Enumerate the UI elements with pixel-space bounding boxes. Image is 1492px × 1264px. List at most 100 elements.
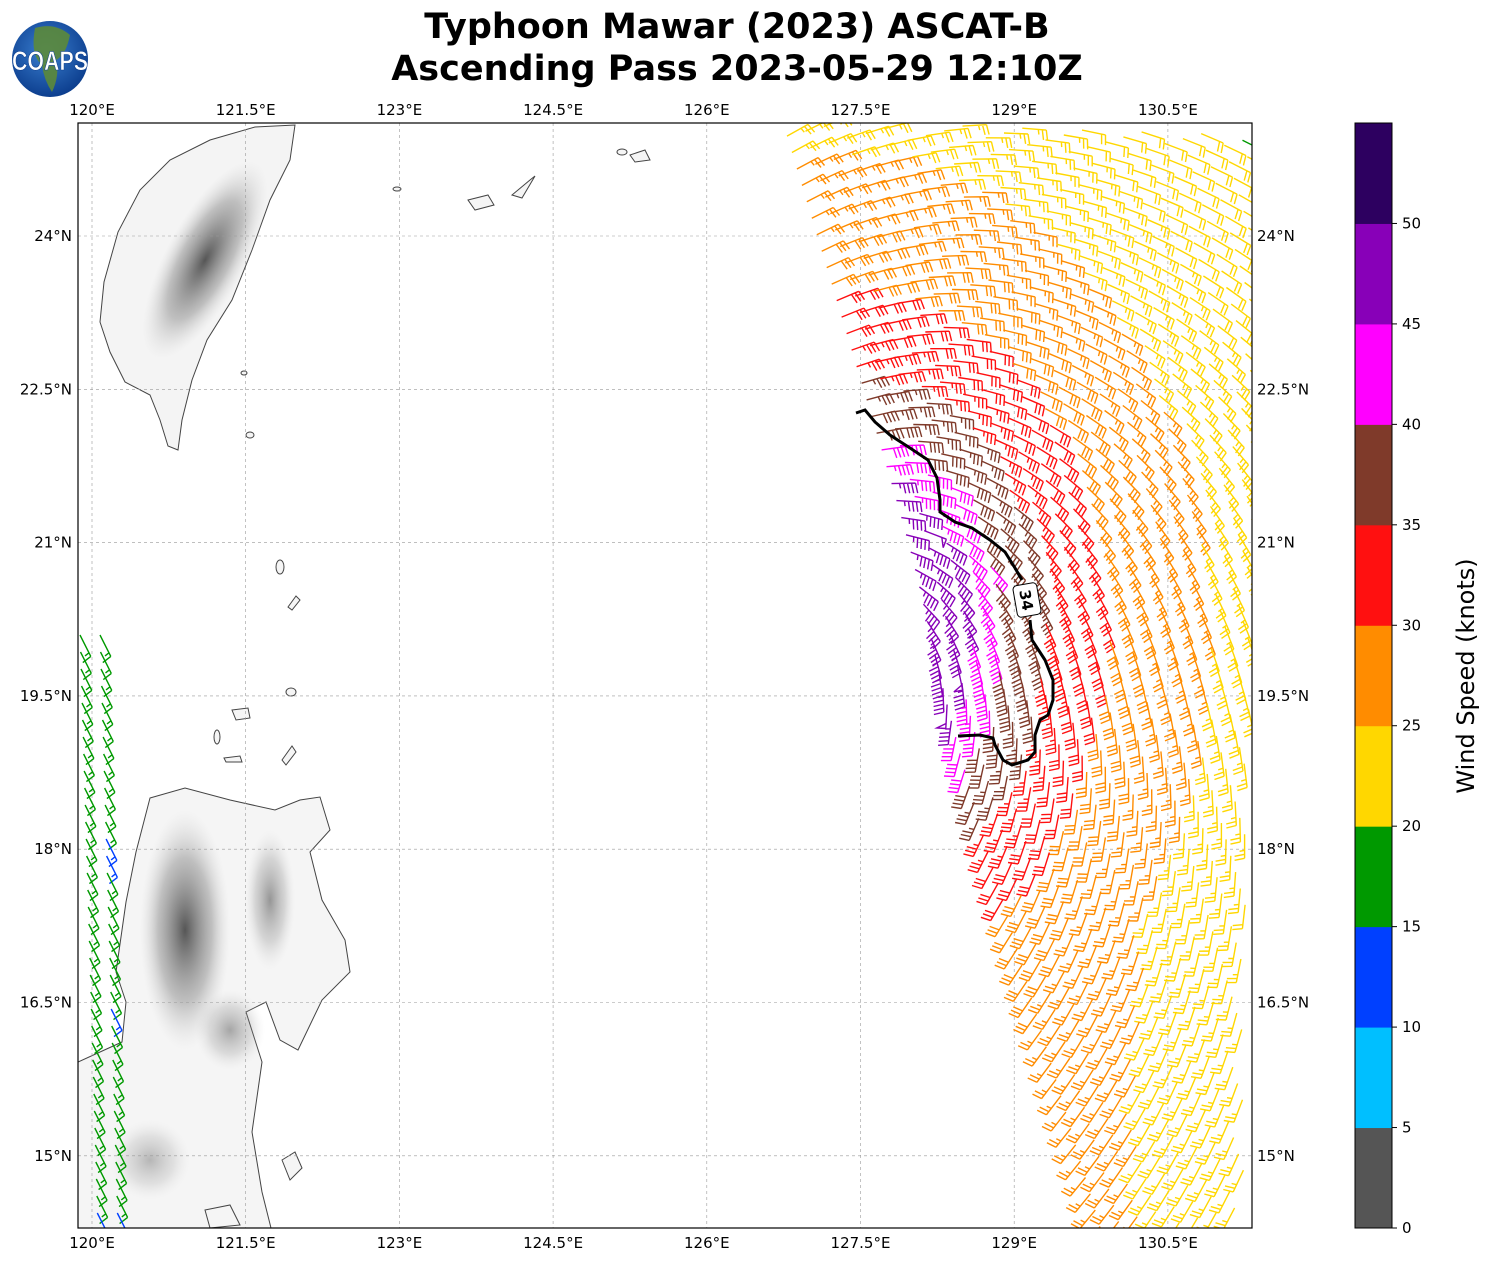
wind-barb bbox=[1141, 702, 1153, 731]
wind-barb bbox=[1243, 709, 1252, 738]
wind-barb bbox=[910, 278, 939, 291]
wind-barb bbox=[79, 651, 92, 681]
wind-barb bbox=[1185, 882, 1200, 908]
colorbar-tick-label: 40 bbox=[1402, 415, 1421, 433]
wind-barb bbox=[830, 203, 859, 215]
wind-barb bbox=[1112, 371, 1135, 396]
wind-barb bbox=[1095, 679, 1108, 708]
wind-barb bbox=[1186, 423, 1205, 450]
wind-barb bbox=[1164, 142, 1188, 163]
wind-barb bbox=[1139, 328, 1162, 352]
wind-barb bbox=[1097, 250, 1121, 270]
wind-barb bbox=[1195, 456, 1213, 484]
wind-barb bbox=[1223, 484, 1240, 512]
wind-barb bbox=[1066, 1052, 1089, 1075]
wind-barb bbox=[1204, 631, 1216, 661]
wind-barb bbox=[1067, 348, 1090, 370]
wind-barb bbox=[985, 405, 1010, 424]
wind-barb bbox=[956, 699, 968, 727]
wind-barb bbox=[1117, 602, 1131, 632]
wind-barb bbox=[1201, 204, 1225, 226]
wind-barb bbox=[1201, 544, 1215, 573]
wind-barb bbox=[1169, 159, 1193, 180]
wind-barb bbox=[1070, 1069, 1094, 1091]
wind-barb bbox=[1031, 429, 1054, 452]
map-area: 34 bbox=[78, 123, 1252, 1228]
wind-barb bbox=[95, 1161, 108, 1191]
wind-barb bbox=[1108, 426, 1129, 452]
wind-barb bbox=[1145, 805, 1158, 833]
wind-barb bbox=[1159, 941, 1177, 966]
wind-barb bbox=[1080, 1101, 1104, 1123]
wind-barb bbox=[1152, 1065, 1174, 1089]
wind-barb bbox=[1047, 987, 1070, 1010]
wind-barb bbox=[972, 158, 1000, 169]
wind-barb bbox=[1080, 326, 1104, 348]
wind-barb bbox=[1052, 298, 1077, 317]
wind-barb bbox=[1102, 266, 1126, 287]
axis-ticks: 120°E 120°E 121.5°E 121.5°E 123°E 123°E 124.5°… bbox=[20, 101, 1309, 1252]
coaps-logo: COAPS bbox=[12, 21, 88, 97]
colorbar-segment bbox=[1355, 625, 1392, 727]
wind-barb bbox=[1014, 943, 1037, 966]
wind-barb bbox=[1016, 873, 1037, 897]
wind-barb bbox=[894, 426, 923, 438]
wind-barb bbox=[1078, 184, 1103, 201]
wind-barb bbox=[1108, 1199, 1133, 1221]
wind-barb bbox=[1125, 723, 1138, 752]
wind-barb bbox=[1045, 139, 1071, 154]
wind-barb bbox=[1086, 486, 1105, 513]
wind-barb bbox=[1176, 389, 1197, 416]
wind-barb bbox=[1196, 598, 1209, 628]
wind-barb bbox=[1067, 419, 1090, 444]
wind-barb bbox=[1073, 167, 1098, 184]
wind-barb bbox=[899, 444, 927, 456]
wind-barb bbox=[875, 159, 905, 171]
wind-barb bbox=[1004, 472, 1027, 496]
wind-barb bbox=[1050, 155, 1076, 171]
wind-barb bbox=[1205, 149, 1229, 171]
wind-barb bbox=[1085, 1047, 1108, 1070]
wind-barb bbox=[1036, 868, 1055, 893]
wind-barb bbox=[1059, 530, 1077, 558]
wind-barb bbox=[1051, 847, 1069, 872]
wind-barb bbox=[101, 702, 114, 732]
wind-barb bbox=[1135, 930, 1154, 955]
wind-barb bbox=[1199, 1158, 1221, 1182]
wind-barb bbox=[1226, 958, 1242, 984]
wind-barb bbox=[1006, 274, 1032, 290]
wind-barb bbox=[92, 1059, 105, 1089]
wind-barb bbox=[896, 298, 925, 311]
wind-barb bbox=[1079, 874, 1097, 899]
wind-barb bbox=[933, 292, 961, 304]
wind-barb bbox=[1224, 714, 1236, 743]
wind-barb bbox=[927, 474, 953, 491]
map-frame bbox=[77, 122, 1253, 1229]
wind-barb bbox=[1223, 626, 1235, 656]
wind-barb bbox=[1208, 893, 1223, 919]
wind-barb bbox=[1232, 517, 1248, 546]
wind-barb bbox=[947, 272, 974, 283]
wind-barb bbox=[1141, 131, 1166, 150]
wind-barb bbox=[1151, 164, 1175, 184]
wind-barb bbox=[1070, 293, 1095, 313]
wind-barb bbox=[1123, 136, 1148, 154]
wind-barb bbox=[114, 1144, 127, 1174]
wind-barb bbox=[1110, 832, 1125, 858]
wind-barb bbox=[805, 123, 834, 132]
wind-barb bbox=[932, 220, 960, 232]
wind-barb bbox=[1104, 141, 1130, 159]
wind-barb bbox=[1076, 684, 1089, 714]
wind-barb bbox=[96, 1195, 109, 1225]
wind-barb bbox=[1128, 652, 1142, 682]
wind-barb bbox=[1064, 205, 1090, 223]
wind-barb bbox=[937, 237, 965, 249]
wind-barb bbox=[1196, 844, 1209, 871]
wind-barb bbox=[1187, 154, 1211, 175]
wind-barb bbox=[1106, 212, 1130, 231]
wind-barb bbox=[1009, 927, 1032, 950]
wind-barb bbox=[977, 516, 999, 540]
wind-barb bbox=[816, 223, 846, 236]
wind-barb bbox=[977, 175, 1004, 187]
wind-barb bbox=[1032, 501, 1052, 527]
